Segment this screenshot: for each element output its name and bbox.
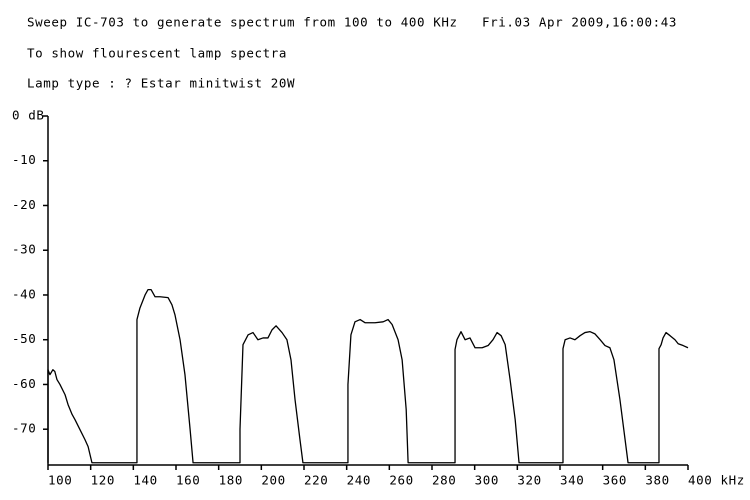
y-tick-label: -10 <box>12 152 36 167</box>
y-tick-label: 0 dB <box>12 108 45 123</box>
y-tick-label: -20 <box>12 197 36 212</box>
chart-title: Sweep IC-703 to generate spectrum from 1… <box>27 15 677 30</box>
x-tick-label: 240 <box>347 473 371 488</box>
x-tick-label: 140 <box>133 473 157 488</box>
x-tick-label: 360 <box>603 473 627 488</box>
spectrum-line <box>47 288 689 464</box>
x-tick-label: 160 <box>176 473 200 488</box>
x-tick-label: 200 <box>261 473 285 488</box>
x-tick-label: 400 kHz <box>688 473 745 488</box>
chart-subtitle: To show flourescent lamp spectra <box>27 46 287 61</box>
y-tick-label: -30 <box>12 242 36 257</box>
x-tick-label: 340 <box>560 473 584 488</box>
y-tick-label: -70 <box>12 421 36 436</box>
y-tick-label: -40 <box>12 286 36 301</box>
x-tick-label: 100 <box>48 473 72 488</box>
x-tick-label: 320 <box>517 473 541 488</box>
x-tick-label: 220 <box>304 473 328 488</box>
x-tick-label: 380 <box>645 473 669 488</box>
x-tick-label: 260 <box>389 473 413 488</box>
y-tick-label: -50 <box>12 331 36 346</box>
x-tick-label: 180 <box>219 473 243 488</box>
x-tick-label: 280 <box>432 473 456 488</box>
x-tick-label: 300 <box>475 473 499 488</box>
chart-caption: Lamp type : ? Estar minitwist 20W <box>27 76 295 91</box>
y-tick-label: -60 <box>12 376 36 391</box>
x-tick-label: 120 <box>91 473 115 488</box>
